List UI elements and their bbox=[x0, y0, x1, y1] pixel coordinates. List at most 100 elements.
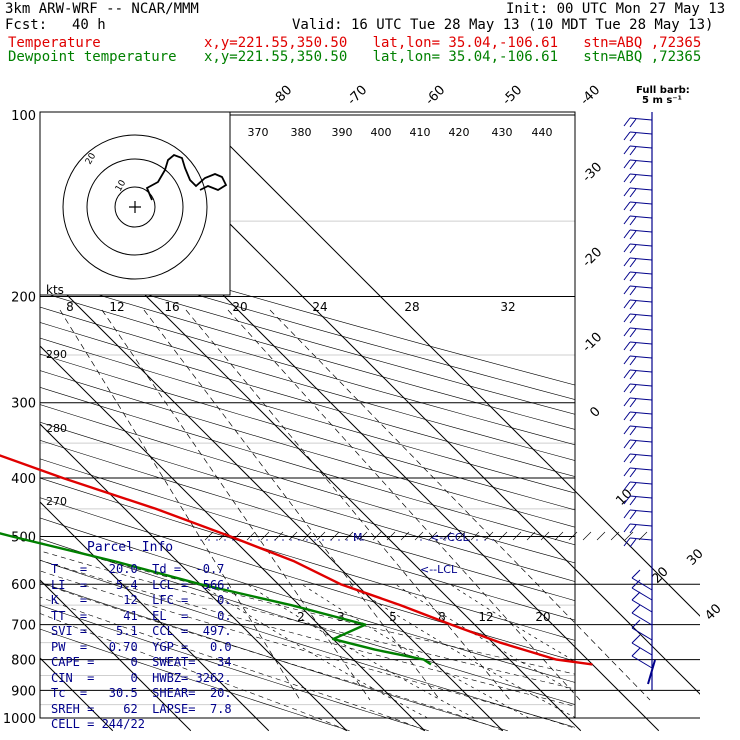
wind-barb bbox=[629, 271, 653, 275]
level-tick bbox=[302, 531, 312, 541]
wind-barb-feather bbox=[629, 174, 637, 184]
isotherm-line bbox=[40, 501, 270, 732]
dry-adiabat bbox=[40, 306, 575, 461]
wind-barb bbox=[629, 229, 653, 233]
hodograph-ring bbox=[114, 186, 156, 228]
wind-barb bbox=[629, 299, 653, 303]
annotation-ccl: <--CCL bbox=[430, 531, 470, 544]
dry-adiabat bbox=[40, 477, 575, 641]
wind-barb-feather bbox=[629, 286, 637, 296]
wind-barb bbox=[629, 383, 653, 387]
isotherm-line bbox=[40, 267, 504, 732]
hodograph-speed-label: 28 bbox=[404, 300, 419, 314]
forecast-label: Fcst: bbox=[5, 17, 48, 33]
wind-barb-feather bbox=[629, 496, 637, 506]
theta-label: 370 bbox=[248, 126, 269, 139]
wind-barb bbox=[629, 131, 653, 135]
level-tick bbox=[442, 531, 452, 541]
wind-barb-feather bbox=[623, 159, 631, 169]
wind-barb bbox=[629, 257, 653, 261]
wind-barb-feather bbox=[629, 482, 637, 492]
level-tick bbox=[316, 531, 326, 541]
dry-adiabat bbox=[40, 440, 575, 601]
wind-barb bbox=[631, 642, 653, 656]
pressure-tick-label: 700 bbox=[11, 619, 36, 634]
wind-barb-feather bbox=[629, 258, 637, 268]
wind-barb-feather bbox=[623, 215, 631, 225]
hodograph-speed-label: 12 bbox=[109, 300, 124, 314]
barb-legend: Full barb: 5 m s⁻¹ bbox=[636, 86, 690, 106]
isotherm-line bbox=[195, 112, 700, 617]
parcel-info-row: PW = 0.70 YGP = 0.0 bbox=[51, 639, 232, 654]
level-tick bbox=[498, 531, 508, 541]
isotherm-label: 20 bbox=[649, 564, 671, 586]
wind-barb-feather bbox=[629, 244, 637, 254]
wind-barb-feather bbox=[631, 634, 641, 644]
temperature-profile bbox=[0, 454, 593, 666]
wind-barb-feather bbox=[623, 145, 631, 155]
wind-barb-feather bbox=[629, 216, 637, 226]
hodograph-speed-label: 8 bbox=[66, 300, 74, 314]
dry-adiabat bbox=[40, 262, 575, 415]
theta-label: 430 bbox=[492, 126, 513, 139]
theta-label: 440 bbox=[532, 126, 553, 139]
wind-barb-feather bbox=[631, 604, 641, 614]
wind-barb-feather bbox=[631, 619, 641, 629]
wind-barb bbox=[629, 523, 653, 527]
wind-barb-feather bbox=[623, 425, 631, 435]
wind-barb-feather bbox=[629, 328, 637, 338]
hodograph-guide-line bbox=[143, 309, 441, 701]
isotherm-label: -80 bbox=[270, 83, 296, 109]
hodograph-ring bbox=[86, 158, 184, 256]
wind-barb bbox=[629, 327, 653, 331]
dry-adiabat bbox=[40, 322, 575, 477]
level-tick bbox=[624, 531, 634, 541]
isotherm-label: -60 bbox=[423, 83, 449, 109]
level-tick bbox=[344, 531, 354, 541]
valid-time: Valid: 16 UTC Tue 28 May 13 (10 MDT Tue … bbox=[292, 17, 714, 33]
plot-frame bbox=[39, 111, 576, 719]
dry-adiabat bbox=[40, 291, 575, 446]
wind-barb-feather bbox=[623, 523, 631, 533]
level-tick bbox=[596, 531, 606, 541]
hodograph-ring bbox=[62, 134, 208, 280]
mixing-ratio-line bbox=[246, 583, 475, 719]
wind-barb bbox=[629, 509, 653, 513]
isotherm-label: -20 bbox=[580, 245, 606, 271]
wind-barb-feather bbox=[629, 370, 637, 380]
parcel-info-row: SVI = 5.1 CCL = 497. bbox=[51, 624, 232, 638]
barb-legend-line2: 5 m s⁻¹ bbox=[642, 95, 682, 106]
wind-barb-feather bbox=[629, 342, 637, 352]
mixing-ratio-label: 8 bbox=[438, 610, 446, 624]
mixing-ratio-lines bbox=[200, 583, 575, 719]
isotherm-label: 40 bbox=[702, 601, 724, 623]
theta-label: 420 bbox=[449, 126, 470, 139]
wind-barb-feather bbox=[623, 271, 631, 281]
wind-barb bbox=[629, 369, 653, 373]
dry-adiabat bbox=[40, 248, 575, 400]
wind-barb bbox=[629, 117, 653, 121]
wind-barb-feather bbox=[623, 117, 631, 127]
pressure-tick-label: 100 bbox=[11, 109, 36, 124]
wind-barb-feather bbox=[623, 383, 631, 393]
mixing-ratio-label: 12 bbox=[478, 610, 493, 624]
wind-barb bbox=[631, 587, 653, 601]
temperature-legend: Temperature bbox=[8, 35, 101, 51]
dry-adiabat bbox=[40, 277, 575, 430]
dewpoint-profile bbox=[0, 532, 432, 666]
dewpoint-legend: Dewpoint temperature bbox=[8, 49, 177, 65]
wind-barb-feather bbox=[631, 569, 641, 579]
model-title: 3km ARW-WRF -- NCAR/MMM bbox=[5, 1, 199, 17]
mixing-ratio-label: 20 bbox=[535, 610, 550, 624]
theta-label: 280 bbox=[46, 422, 67, 435]
level-tick bbox=[218, 531, 228, 541]
wind-barb-feather bbox=[623, 537, 631, 547]
pressure-tick-label: 600 bbox=[11, 578, 36, 593]
wind-barb-feather bbox=[629, 132, 637, 142]
wind-barb-feather bbox=[629, 188, 637, 198]
level-tick bbox=[400, 531, 410, 541]
dry-adiabat bbox=[40, 421, 575, 582]
isotherm-label: 30 bbox=[684, 546, 706, 568]
isotherm-label: -70 bbox=[345, 83, 371, 109]
wind-barb bbox=[629, 313, 653, 317]
